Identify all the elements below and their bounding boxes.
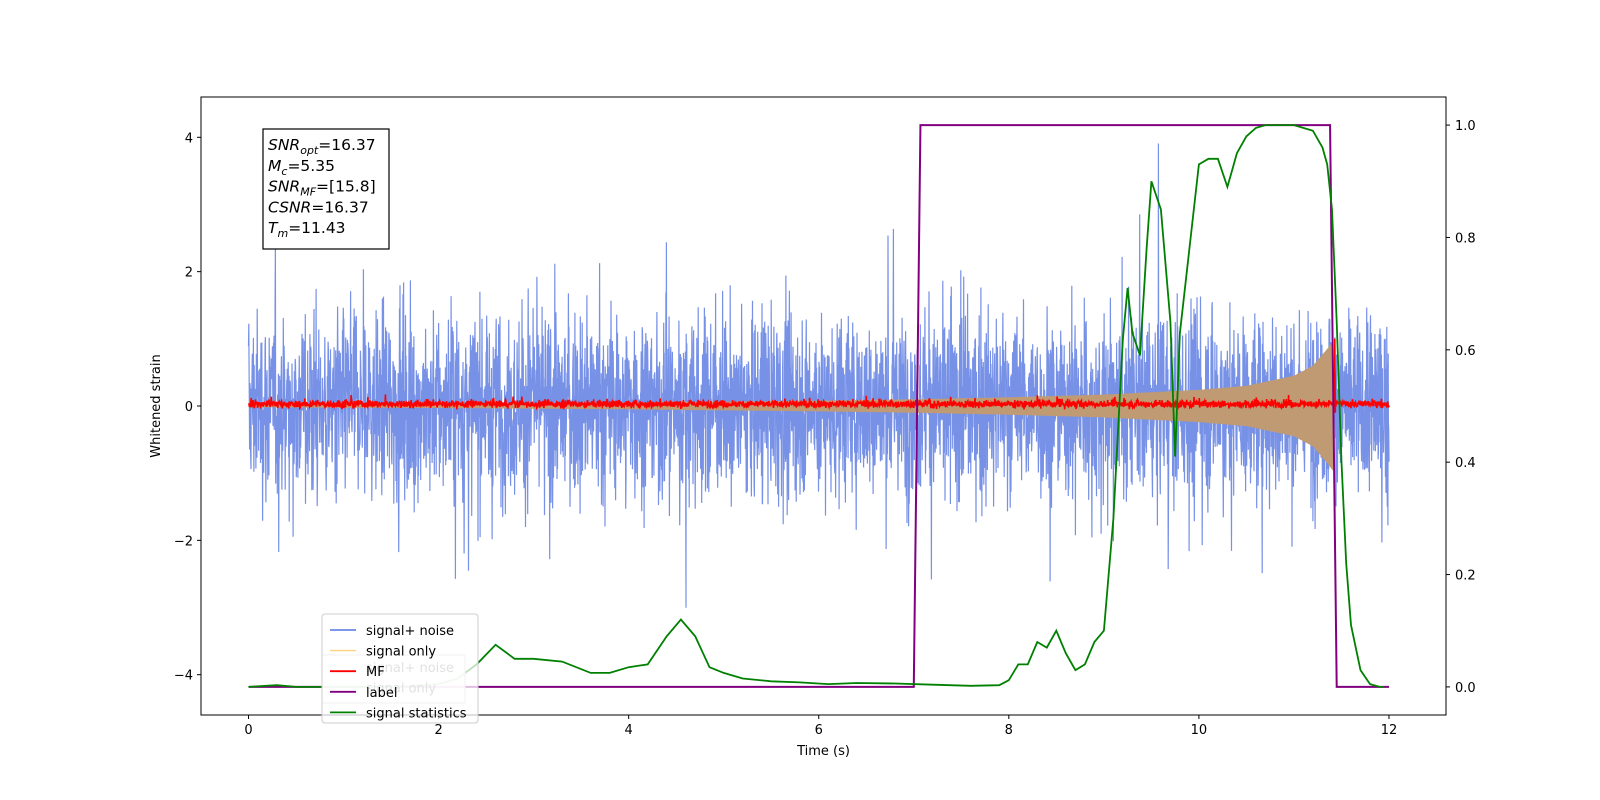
y2-tick-label: 0.2 bbox=[1455, 569, 1476, 584]
legend-label: signal+ noise bbox=[366, 624, 454, 639]
x-tick-label: 8 bbox=[1005, 723, 1013, 738]
series-label bbox=[248, 124, 1389, 688]
series-group bbox=[247, 124, 1390, 688]
y2-tick-label: 0.4 bbox=[1455, 456, 1476, 471]
y-tick-label: 4 bbox=[185, 131, 193, 146]
y2-tick-label: 0.6 bbox=[1455, 344, 1476, 359]
legend-label: signal only bbox=[366, 645, 436, 660]
series-signal-only bbox=[248, 341, 1335, 471]
annotation-line: CSNR=16.37 bbox=[268, 198, 369, 216]
y2-tick-label: 0.0 bbox=[1455, 681, 1476, 696]
x-tick-label: 10 bbox=[1191, 723, 1208, 738]
y-tick-label: 2 bbox=[185, 266, 193, 281]
y-axis-label: Whitened strain bbox=[149, 354, 164, 457]
annotation-line: SNRopt=16.37 bbox=[268, 136, 376, 157]
y2-tick-label: 1.0 bbox=[1455, 119, 1476, 134]
legend-label: MF bbox=[366, 665, 385, 680]
series-signal-noise bbox=[247, 143, 1390, 608]
axes: 0 2 4 6 8 10 12 −4 −2 0 2 4 0.0 0.2 0.4 0.6 0.8 1.0 Time (… bbox=[149, 119, 1476, 759]
annotation-box bbox=[262, 128, 390, 250]
x-tick-label: 4 bbox=[625, 723, 633, 738]
legend-label: signal statistics bbox=[366, 706, 467, 721]
y-tick-label: 0 bbox=[185, 400, 193, 415]
x-tick-label: 6 bbox=[815, 723, 823, 738]
x-axis-label: Time (s) bbox=[796, 744, 850, 759]
legend-frame bbox=[321, 613, 479, 724]
legend-label: label bbox=[366, 686, 397, 701]
annotation-line: Mc=5.35 bbox=[268, 157, 335, 178]
y-tick-label: −4 bbox=[174, 669, 193, 684]
y-tick-label: −2 bbox=[174, 534, 193, 549]
x-tick-label: 2 bbox=[434, 723, 442, 738]
x-tick-label: 0 bbox=[244, 723, 252, 738]
annotation-line: Tm=11.43 bbox=[268, 219, 346, 240]
plot-area bbox=[247, 124, 1390, 688]
series-signal-statistics bbox=[248, 124, 1385, 688]
series-mf bbox=[248, 338, 1390, 413]
y2-tick-label: 0.8 bbox=[1455, 231, 1476, 246]
x-tick-label: 12 bbox=[1381, 723, 1398, 738]
annotation-line: SNRMF=[15.8] bbox=[268, 178, 376, 199]
stats-annotation: SNRopt=16.37Mc=5.35SNRMF=[15.8]CSNR=16.3… bbox=[262, 128, 390, 250]
